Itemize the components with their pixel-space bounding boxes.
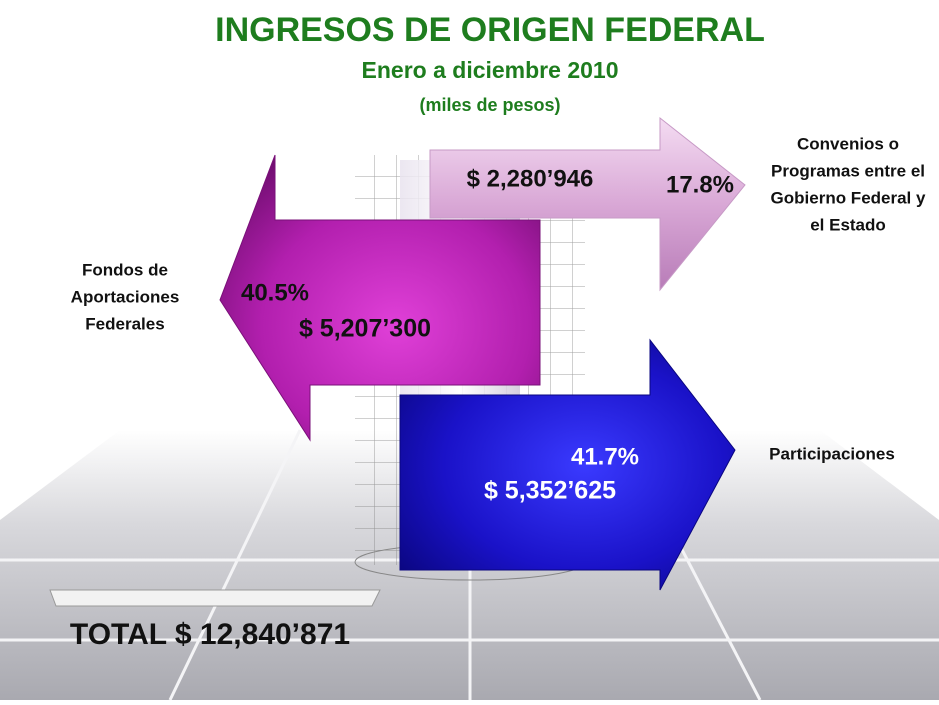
total: TOTAL $ 12,840’871 bbox=[70, 618, 350, 651]
label-line: Fondos de bbox=[82, 260, 168, 279]
infographic: INGRESOS DE ORIGEN FEDERAL Enero a dicie… bbox=[0, 0, 939, 700]
units: (miles de pesos) bbox=[419, 95, 560, 115]
amount: $ 5,352’625 bbox=[484, 477, 616, 505]
label-fondos: Fondos de Aportaciones Federales bbox=[71, 260, 180, 333]
percent: 41.7% bbox=[571, 443, 639, 470]
label-line: Convenios o bbox=[797, 134, 899, 153]
label-line: Programas entre el bbox=[771, 161, 925, 180]
subtitle: Enero a diciembre 2010 bbox=[362, 57, 619, 83]
label-line: Aportaciones bbox=[71, 287, 180, 306]
total-bar bbox=[50, 590, 380, 606]
label-line: Gobierno Federal y bbox=[771, 188, 926, 207]
percent: 40.5% bbox=[241, 279, 309, 306]
label-line: el Estado bbox=[810, 215, 886, 234]
label-line: Federales bbox=[85, 314, 164, 333]
page: { "header": { "title": "INGRESOS DE ORIG… bbox=[0, 0, 939, 700]
amount: $ 2,280’946 bbox=[467, 165, 594, 192]
label-convenios: Convenios o Programas entre el Gobierno … bbox=[771, 134, 926, 234]
amount: $ 5,207’300 bbox=[299, 315, 431, 343]
label-participaciones: Participaciones bbox=[769, 444, 895, 463]
title: INGRESOS DE ORIGEN FEDERAL bbox=[215, 11, 765, 49]
percent: 17.8% bbox=[666, 171, 734, 198]
